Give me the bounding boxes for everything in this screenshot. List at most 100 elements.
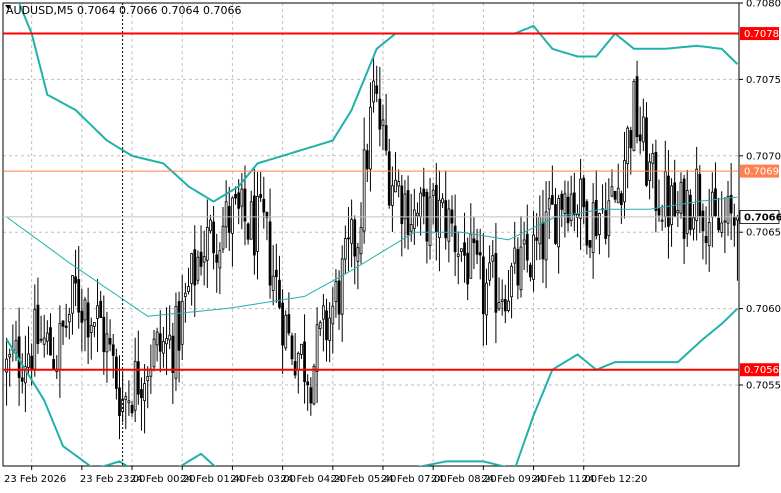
candle [27, 326, 30, 374]
candle-body [86, 302, 90, 338]
candle [707, 188, 711, 272]
candle [80, 288, 84, 352]
candle-body [607, 200, 611, 237]
candle-body [604, 210, 608, 239]
candle-body [262, 198, 266, 213]
candle-body [645, 117, 648, 186]
candle-body [660, 219, 664, 222]
candle-body [140, 389, 143, 398]
candle-body [663, 171, 667, 218]
candle [729, 163, 733, 241]
candle [86, 287, 90, 365]
candle [196, 250, 200, 285]
candle-body [350, 219, 353, 244]
candle-body [641, 116, 645, 143]
candle-body [49, 327, 52, 356]
candle [71, 275, 74, 335]
candle-body [481, 256, 485, 315]
candle [500, 279, 504, 316]
candle-body [613, 190, 617, 200]
candle-body [256, 195, 259, 252]
candle-body [729, 195, 733, 214]
plot-frame [2, 2, 740, 467]
candle [187, 267, 190, 295]
candle-body [309, 387, 313, 404]
candle [231, 196, 234, 267]
candle [422, 167, 426, 225]
candle [491, 240, 495, 278]
candle [657, 179, 661, 222]
candle-body [717, 217, 720, 231]
candle [353, 215, 357, 285]
candle [516, 237, 520, 300]
candle [689, 189, 692, 236]
candle [692, 203, 695, 241]
candle-body [692, 217, 695, 230]
candle [350, 199, 353, 268]
candle [284, 310, 288, 351]
candle [24, 335, 27, 413]
x-tick-label: 23 Feb 2026 [4, 474, 66, 485]
level-price-tag: 0.7069 [740, 164, 779, 178]
chart-title: AUDUSD,M5 0.7064 0.7066 0.7064 0.7066 [6, 4, 242, 17]
candle-body [469, 233, 473, 279]
candle [604, 182, 608, 245]
x-tick-label: 24 Feb 08:20 [431, 474, 497, 485]
candle-body [89, 325, 93, 333]
candle [114, 348, 118, 400]
candle [45, 320, 49, 355]
candle-body [387, 151, 391, 206]
candle-body [378, 98, 382, 130]
candle [340, 245, 344, 342]
candle-body [130, 404, 134, 414]
candle [717, 197, 720, 233]
candle-body [328, 317, 332, 341]
candle-body [365, 150, 369, 170]
candle-body [453, 225, 457, 253]
candle [300, 343, 303, 360]
candle [400, 174, 404, 257]
y-axis: 0.7080 0.7075 0.7070 0.7065 0.7060 0.7055 [739, 0, 781, 392]
candle [579, 158, 582, 250]
candle-body [485, 282, 488, 316]
candle-body [610, 186, 614, 197]
candle [641, 98, 645, 152]
candle [384, 93, 388, 156]
candle-body [337, 280, 341, 315]
candle [256, 172, 259, 280]
candle [478, 228, 482, 280]
candle [460, 248, 463, 262]
candle-body [118, 387, 121, 416]
candle [265, 211, 269, 241]
candle [287, 292, 291, 336]
candle [456, 231, 460, 285]
candle-body [281, 302, 284, 346]
candle-body [529, 264, 532, 278]
candle [180, 274, 184, 360]
candle [249, 190, 253, 240]
candle [507, 269, 510, 313]
candle-body [96, 305, 99, 319]
candle [723, 197, 727, 254]
candle-body [431, 189, 435, 197]
candle [362, 117, 366, 244]
candle [619, 190, 623, 224]
candle [582, 174, 586, 225]
candle-body [513, 247, 517, 264]
candle-body [525, 233, 529, 261]
candle-body [61, 320, 65, 327]
candle-body [594, 199, 598, 237]
candle [485, 268, 488, 346]
candle-body [287, 314, 291, 334]
candle [93, 322, 96, 338]
candle [152, 329, 156, 372]
candle-body [196, 256, 200, 281]
candle-body [180, 300, 184, 345]
candle [347, 207, 350, 272]
candle-body [114, 356, 118, 389]
candle-body [300, 343, 303, 355]
candle-body [714, 188, 717, 216]
